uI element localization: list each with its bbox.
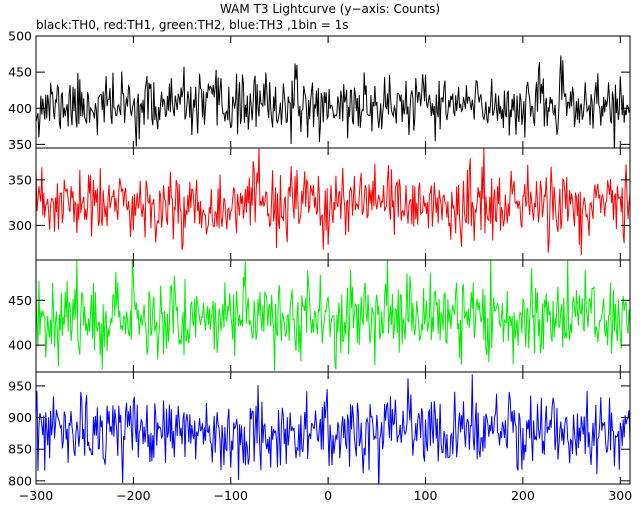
y-tick-label: 400 — [8, 101, 32, 116]
y-tick-label: 400 — [8, 338, 32, 353]
y-tick-label: 350 — [8, 172, 32, 187]
y-tick-label: 900 — [8, 410, 32, 425]
x-tick-label: 100 — [414, 488, 438, 503]
series-line-th2 — [36, 260, 630, 371]
panel-frame — [35, 371, 631, 485]
panel-th0: 350 400 450 500 — [8, 29, 631, 152]
x-tick-label: 200 — [511, 488, 535, 503]
series-line-th3 — [36, 374, 630, 484]
chart-title: WAM T3 Lightcurve (y−axis: Counts) — [220, 2, 440, 16]
x-tick-label: −300 — [19, 488, 53, 503]
y-tick-label: 500 — [8, 29, 32, 44]
y-tick-label: 800 — [8, 473, 32, 488]
panel-th3: 800 850 900 950 — [8, 371, 631, 488]
chart-subtitle: black:TH0, red:TH1, green:TH2, blue:TH3 … — [36, 18, 349, 32]
panel-frame — [35, 147, 631, 261]
y-tick-label: 300 — [8, 218, 32, 233]
series-line-th0 — [36, 55, 630, 148]
panel-th1: 300 350 — [8, 147, 631, 261]
y-tick-label: 450 — [8, 293, 32, 308]
x-axis: −300 −200 −100 0 100 200 300 — [19, 488, 632, 503]
series-line-th1 — [36, 148, 630, 256]
x-tick-label: −200 — [116, 488, 150, 503]
x-tick-label: 300 — [608, 488, 632, 503]
chart-panels: 350 400 450 500 300 350 400 450 800 850 900 950 — [8, 29, 631, 488]
y-tick-label: 450 — [8, 65, 32, 80]
y-tick-label: 950 — [8, 378, 32, 393]
y-tick-label: 350 — [8, 137, 32, 152]
y-tick-label: 850 — [8, 442, 32, 457]
panel-th2: 400 450 — [8, 259, 631, 373]
x-tick-label: 0 — [324, 488, 332, 503]
x-tick-label: −100 — [214, 488, 248, 503]
